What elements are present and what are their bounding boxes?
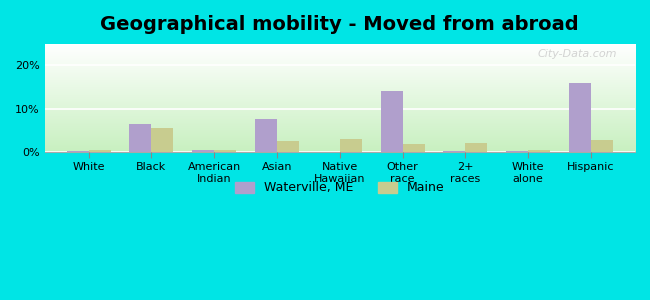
Bar <box>340 139 362 152</box>
Bar <box>151 128 174 152</box>
Bar <box>88 151 110 152</box>
Bar <box>465 143 488 152</box>
Bar <box>192 151 214 152</box>
Bar <box>506 151 528 152</box>
Bar <box>569 83 591 152</box>
Bar <box>277 141 299 152</box>
Legend: Waterville, ME, Maine: Waterville, ME, Maine <box>230 176 450 200</box>
Bar <box>528 151 550 152</box>
Bar <box>591 140 613 152</box>
Bar <box>214 150 236 152</box>
Bar <box>443 151 465 152</box>
Bar <box>402 144 424 152</box>
Bar <box>129 124 151 152</box>
Text: City-Data.com: City-Data.com <box>538 49 618 59</box>
Title: Geographical mobility - Moved from abroad: Geographical mobility - Moved from abroa… <box>101 15 579 34</box>
Bar <box>255 119 277 152</box>
Bar <box>66 151 88 152</box>
Bar <box>381 91 402 152</box>
